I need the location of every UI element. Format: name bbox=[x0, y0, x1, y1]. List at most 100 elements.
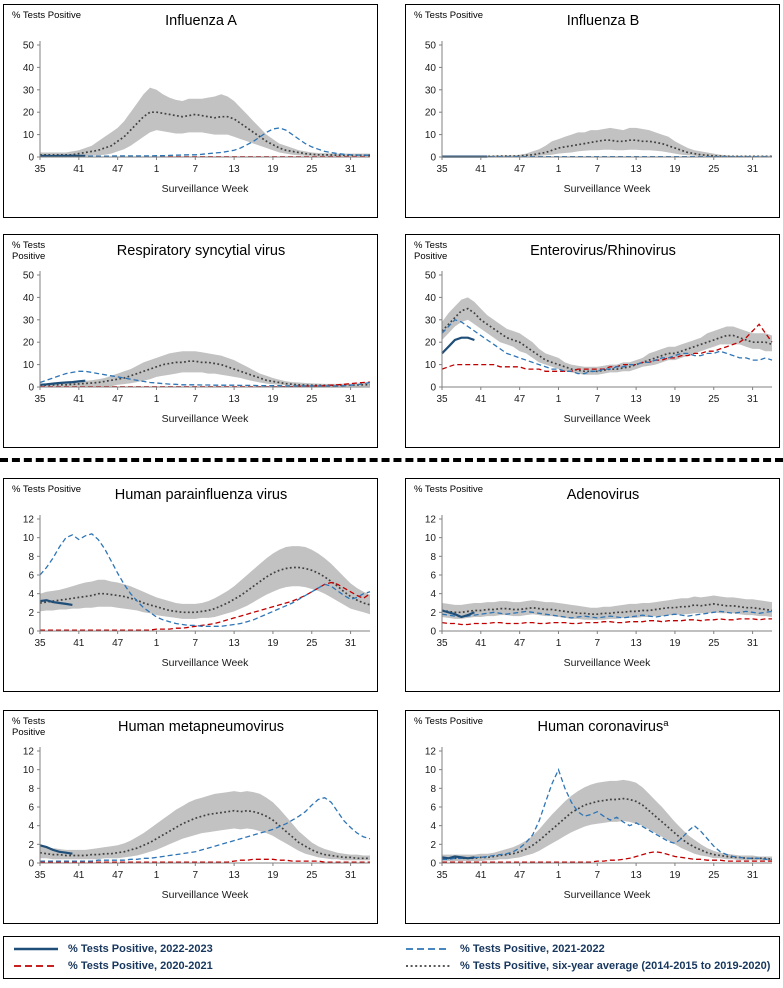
y-tick-label: 10 bbox=[425, 130, 437, 141]
x-axis-title: Surveillance Week bbox=[564, 183, 652, 195]
y-axis-title: % Tests Positive bbox=[12, 484, 81, 495]
legend-item-2022-2023: % Tests Positive, 2022-2023 bbox=[12, 943, 404, 955]
line-six-year-average bbox=[441, 603, 773, 616]
x-tick-label: 13 bbox=[229, 870, 241, 881]
band-six-year-range bbox=[40, 351, 370, 387]
line-2021-2022 bbox=[441, 319, 773, 375]
x-tick-label: 13 bbox=[631, 870, 643, 881]
chart-row-2: 0 10 20 30 40 50 35 41 47 1 7 13 19 25 31 Respiratory s… bbox=[0, 234, 783, 448]
x-tick-label: 35 bbox=[436, 164, 448, 175]
x-axis-title: Surveillance Week bbox=[564, 889, 652, 901]
y-tick-label: 4 bbox=[28, 589, 34, 600]
line-six-year-average bbox=[441, 307, 773, 373]
band-six-year-range bbox=[442, 595, 772, 620]
x-tick-label: 19 bbox=[669, 638, 681, 649]
x-tick-label: 1 bbox=[154, 394, 160, 405]
y-tick-label: 2 bbox=[28, 608, 34, 619]
y-tick-label: 10 bbox=[23, 533, 35, 544]
x-tick-label: 19 bbox=[669, 394, 681, 405]
chart-panel-enterovirus-rhinovirus: 0 10 20 30 40 50 35 41 47 1 7 13 19 25 31 Enterovirus/R… bbox=[405, 234, 780, 448]
band-six-year-range bbox=[40, 546, 370, 619]
y-axis-title: % Tests bbox=[12, 240, 45, 251]
x-tick-label: 13 bbox=[631, 394, 643, 405]
y-tick-label: 6 bbox=[430, 803, 436, 814]
x-tick-label: 47 bbox=[112, 870, 124, 881]
y-tick-label: 40 bbox=[23, 293, 35, 304]
x-tick-label: 7 bbox=[193, 164, 199, 175]
x-tick-label: 1 bbox=[556, 638, 562, 649]
line-2020-2021 bbox=[441, 323, 773, 372]
x-tick-label: 13 bbox=[631, 638, 643, 649]
y-tick-label: 20 bbox=[425, 108, 437, 119]
x-tick-label: 25 bbox=[708, 870, 720, 881]
line-2021-2022 bbox=[442, 767, 772, 860]
x-tick-label: 31 bbox=[345, 638, 357, 649]
x-tick-label: 47 bbox=[112, 638, 124, 649]
chart-human-metapneumovirus: 0 2 4 6 8 10 12 35 41 47 1 7 13 19 25 31 Human metapneum… bbox=[12, 716, 371, 901]
chart-panel-human-parainfluenza-virus: 0 2 4 6 8 10 12 35 41 47 1 7 13 19 25 31 Human parainflu… bbox=[3, 478, 378, 692]
x-tick-label: 31 bbox=[747, 394, 759, 405]
y-tick-label: 10 bbox=[425, 765, 437, 776]
x-tick-label: 7 bbox=[595, 870, 601, 881]
y-tick-label: 20 bbox=[23, 338, 35, 349]
chart-row-3: 0 2 4 6 8 10 12 35 41 47 1 7 13 19 25 31 Human parainflu… bbox=[0, 478, 783, 692]
y-tick-label: 12 bbox=[425, 515, 437, 526]
y-tick-label: 30 bbox=[23, 85, 35, 96]
y-tick-label: 6 bbox=[28, 803, 34, 814]
chart-human-coronavirus: 0 2 4 6 8 10 12 35 41 47 1 7 13 19 25 31 Human coronavir… bbox=[414, 716, 773, 901]
x-tick-label: 25 bbox=[306, 870, 318, 881]
x-tick-label: 1 bbox=[154, 164, 160, 175]
y-tick-label: 10 bbox=[425, 360, 437, 371]
line-2022-2023 bbox=[441, 855, 475, 860]
x-tick-label: 31 bbox=[345, 164, 357, 175]
x-tick-label: 13 bbox=[631, 164, 643, 175]
x-axis-title: Surveillance Week bbox=[564, 657, 652, 669]
y-axis-title: % Tests Positive bbox=[414, 10, 483, 21]
chart-panel-influenza-a: 0 10 20 30 40 50 35 41 47 1 7 13 19 25 31 Influenza A % … bbox=[3, 4, 378, 218]
x-tick-label: 7 bbox=[595, 164, 601, 175]
x-tick-label: 41 bbox=[73, 164, 85, 175]
line-2021-2022 bbox=[39, 533, 371, 627]
x-tick-label: 7 bbox=[193, 394, 199, 405]
chart-title: Influenza B bbox=[567, 13, 640, 29]
x-tick-label: 35 bbox=[34, 870, 46, 881]
x-axis-title: Surveillance Week bbox=[162, 413, 250, 425]
x-tick-label: 1 bbox=[154, 870, 160, 881]
line-2020-2021 bbox=[441, 618, 772, 626]
y-tick-label: 20 bbox=[425, 338, 437, 349]
y-tick-label: 30 bbox=[425, 85, 437, 96]
y-axis-title: % Tests bbox=[414, 240, 447, 251]
x-tick-label: 7 bbox=[193, 870, 199, 881]
x-tick-label: 41 bbox=[475, 164, 487, 175]
y-axis-title: Positive bbox=[12, 251, 45, 262]
y-tick-label: 2 bbox=[430, 608, 436, 619]
x-tick-label: 41 bbox=[475, 638, 487, 649]
y-tick-label: 10 bbox=[425, 533, 437, 544]
x-tick-label: 41 bbox=[73, 394, 85, 405]
y-tick-label: 30 bbox=[23, 315, 35, 326]
x-tick-label: 47 bbox=[514, 164, 526, 175]
x-tick-label: 31 bbox=[747, 870, 759, 881]
y-tick-label: 4 bbox=[28, 821, 34, 832]
legend-label-six-year-average: % Tests Positive, six-year average (2014… bbox=[460, 960, 771, 972]
y-tick-label: 0 bbox=[28, 627, 34, 638]
legend-item-six-year-average: % Tests Positive, six-year average (2014… bbox=[404, 960, 771, 972]
line-six-year-average bbox=[39, 809, 370, 860]
chart-title: Influenza A bbox=[165, 13, 237, 29]
legend-label-2020-2021: % Tests Positive, 2020-2021 bbox=[68, 960, 213, 972]
y-axis-title: Positive bbox=[12, 727, 45, 738]
y-tick-label: 10 bbox=[23, 130, 35, 141]
y-tick-label: 2 bbox=[28, 840, 34, 851]
x-tick-label: 1 bbox=[556, 394, 562, 405]
y-tick-label: 0 bbox=[430, 153, 436, 164]
x-tick-label: 13 bbox=[229, 394, 241, 405]
x-tick-label: 31 bbox=[747, 164, 759, 175]
y-tick-label: 8 bbox=[430, 784, 436, 795]
x-tick-label: 31 bbox=[345, 394, 357, 405]
x-tick-label: 31 bbox=[747, 638, 759, 649]
chart-panel-influenza-b: 0 10 20 30 40 50 35 41 47 1 7 13 19 25 31 Influenza B % … bbox=[405, 4, 780, 218]
legend-line-sample-solid-navy bbox=[14, 947, 58, 951]
line-2022-2023 bbox=[441, 336, 475, 355]
chart-title: Human metapneumovirus bbox=[118, 719, 284, 735]
